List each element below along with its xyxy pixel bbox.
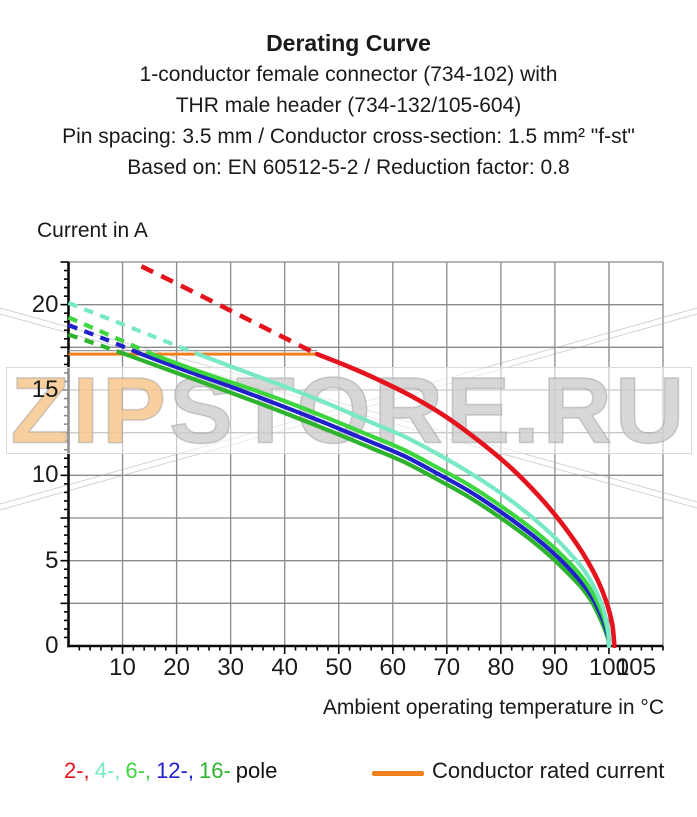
curve-12-pole-dashed [67, 323, 143, 357]
subtitle-line-1: 1-conductor female connector (734-102) w… [139, 63, 558, 86]
watermark-part2: STORE.RU [168, 357, 688, 463]
legend-pole-suffix: pole [235, 758, 278, 783]
subtitle-line-4: Based on: EN 60512-5-2 / Reduction facto… [127, 156, 570, 179]
subtitle-line-2: THR male header (734-132/105-604) [175, 94, 522, 117]
chart-title: Derating Curve [266, 30, 431, 56]
subtitle-line-3: Pin spacing: 3.5 mm / Conductor cross-se… [62, 125, 635, 148]
legend-pole-item: 4-, [94, 758, 121, 783]
rated-current-swatch [372, 771, 424, 776]
title-block: Derating Curve 1-conductor female connec… [0, 28, 697, 183]
curve-2-pole-dashed [140, 264, 319, 357]
legend-pole-item: 12-, [156, 758, 194, 783]
watermark: ZIPSTORE.RU [6, 362, 692, 458]
legend-pole-item: 6-, [125, 758, 152, 783]
curve-4-pole-dashed [67, 301, 199, 357]
legend-row: 2-, 4-, 6-, 12-, 16- pole Conductor rated cur… [0, 758, 697, 792]
watermark-part1: ZIP [10, 357, 170, 463]
curve-2-pole [314, 351, 617, 648]
legend-pole-list: 2-, 4-, 6-, 12-, 16- pole [64, 758, 277, 784]
curve-12-pole [139, 352, 612, 648]
curve-16-pole [123, 352, 612, 648]
watermark-text: ZIPSTORE.RU [10, 362, 688, 458]
curve-4-pole [196, 352, 612, 648]
curve-16-pole-dashed [67, 332, 126, 357]
rated-current-label: Conductor rated current [432, 758, 665, 783]
curve-6-pole-dashed [67, 315, 154, 357]
legend-pole-item: 2-, [64, 758, 90, 783]
curve-6-pole [150, 352, 612, 648]
x-axis-title: Ambient operating temperature in °C [322, 696, 664, 719]
legend-pole-item: 16- [198, 758, 231, 783]
curve-layer [67, 264, 617, 648]
y-axis-title: Current in A [37, 219, 148, 242]
